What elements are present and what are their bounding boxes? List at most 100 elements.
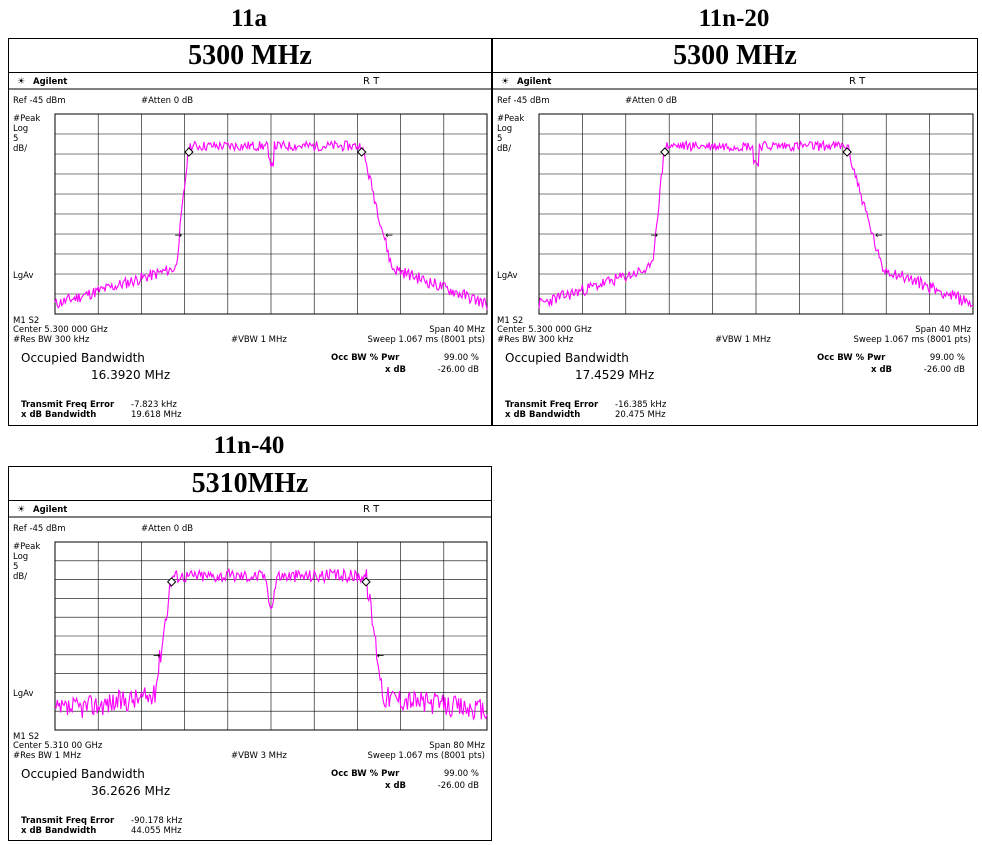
status-rt: R T: [363, 504, 380, 515]
sweep-time: Sweep 1.067 ms (8001 pts): [854, 335, 971, 345]
span: Span 40 MHz: [915, 325, 971, 335]
xdb-bandwidth-value: 19.618 MHz: [131, 410, 182, 420]
arrow-left-icon: ←: [875, 231, 883, 241]
mode-title-11n-40: 11n-40: [213, 432, 285, 459]
attenuation: #Atten 0 dB: [141, 524, 193, 534]
marker-status: M1 S2: [497, 316, 523, 326]
scale-value: 5: [13, 134, 18, 144]
occ-pct-value: 99.00 %: [444, 769, 479, 779]
scale-log: Log: [13, 552, 28, 562]
brand-label: Agilent: [517, 77, 551, 87]
spectrum-display: ☀ Agilent R T Ref -45 dBm #Atten 0 dB #PeakLo…: [9, 504, 491, 836]
agilent-logo-icon: ☀: [17, 77, 25, 87]
agilent-logo-icon: ☀: [501, 77, 509, 87]
panel-11a: 5300 MHz ☀ Agilent R T Ref -45 dBm #Atten 0 …: [8, 38, 492, 426]
occ-pct-label: Occ BW % Pwr: [331, 769, 400, 779]
marker-diamond: [166, 577, 177, 587]
brand-label: Agilent: [33, 77, 67, 87]
xdb-bandwidth-value: 44.055 MHz: [131, 826, 182, 836]
spectrum-display: ☀ Agilent R T Ref -45 dBm #Atten 0 dB #PeakLo…: [9, 76, 491, 420]
transmit-freq-error-value: -7.823 kHz: [131, 400, 177, 410]
xdb-label: x dB: [385, 365, 406, 375]
resolution-bandwidth: #Res BW 300 kHz: [13, 335, 90, 345]
transmit-freq-error-label: Transmit Freq Error: [21, 816, 115, 826]
scale-value: 5: [13, 562, 18, 572]
marker-diamond: [357, 147, 367, 157]
marker-diamond: [842, 147, 852, 157]
status-rt: R T: [849, 76, 866, 87]
brand-label: Agilent: [33, 505, 67, 515]
panel-frequency: 5310MHz: [9, 467, 491, 501]
scale-unit: dB/: [13, 572, 27, 582]
occ-pct-label: Occ BW % Pwr: [817, 353, 886, 363]
attenuation: #Atten 0 dB: [625, 96, 677, 106]
occ-pct-value: 99.00 %: [930, 353, 965, 363]
average-mode: LgAv: [13, 271, 33, 281]
average-mode: LgAv: [497, 271, 517, 281]
span: Span 80 MHz: [429, 741, 485, 751]
average-mode: LgAv: [13, 689, 33, 699]
xdb-value: -26.00 dB: [438, 781, 479, 791]
resolution-bandwidth: #Res BW 1 MHz: [13, 751, 81, 761]
mode-title-11n-20: 11n-20: [698, 5, 770, 32]
xdb-value: -26.00 dB: [438, 365, 479, 375]
xdb-bandwidth-label: x dB Bandwidth: [21, 826, 96, 836]
marker-status: M1 S2: [13, 732, 39, 742]
marker-diamond: [184, 147, 194, 157]
scale-log: Log: [497, 124, 512, 134]
trace-line: [54, 139, 488, 310]
sweep-time: Sweep 1.067 ms (8001 pts): [368, 751, 485, 761]
trace-line: [54, 567, 488, 721]
xdb-bandwidth-label: x dB Bandwidth: [21, 410, 96, 420]
scale-value: 5: [497, 134, 502, 144]
status-rt: R T: [363, 76, 380, 87]
trace-line: [538, 139, 974, 309]
ref-level: Ref -45 dBm: [13, 524, 66, 534]
detector-peak: #Peak: [13, 542, 40, 552]
occ-pct-value: 99.00 %: [444, 353, 479, 363]
resolution-bandwidth: #Res BW 300 kHz: [497, 335, 574, 345]
mode-title-11a: 11a: [230, 5, 268, 32]
arrow-left-icon: ←: [385, 231, 393, 241]
panel-11n-40: 5310MHz ☀ Agilent R T Ref -45 dBm #Atten 0 d…: [8, 466, 492, 841]
occupied-bandwidth-value: 16.3920 MHz: [91, 368, 170, 382]
center-frequency: Center 5.300 000 GHz: [497, 325, 592, 335]
transmit-freq-error-label: Transmit Freq Error: [21, 400, 115, 410]
transmit-freq-error-label: Transmit Freq Error: [505, 400, 599, 410]
xdb-bandwidth-value: 20.475 MHz: [615, 410, 666, 420]
center-frequency: Center 5.310 00 GHz: [13, 741, 103, 751]
panel-11n-20: 5300 MHz ☀ Agilent R T Ref -45 dBm #Atten 0 …: [492, 38, 978, 426]
ref-level: Ref -45 dBm: [13, 96, 66, 106]
occupied-bandwidth-label: Occupied Bandwidth: [505, 351, 629, 365]
xdb-value: -26.00 dB: [924, 365, 965, 375]
occupied-bandwidth-value: 17.4529 MHz: [575, 368, 654, 382]
scale-unit: dB/: [497, 144, 511, 154]
panel-frequency: 5300 MHz: [9, 39, 491, 73]
xdb-label: x dB: [385, 781, 406, 791]
occupied-bandwidth-label: Occupied Bandwidth: [21, 767, 145, 781]
analyzer-screenshot: ☀ Agilent R T Ref -45 dBm #Atten 0 dB #Peak Lo…: [9, 73, 491, 425]
scale-log: Log: [13, 124, 28, 134]
video-bandwidth: #VBW 1 MHz: [715, 335, 771, 345]
attenuation: #Atten 0 dB: [141, 96, 193, 106]
analyzer-screenshot: ☀ Agilent R T Ref -45 dBm #Atten 0 dB #Peak Lo…: [9, 501, 491, 840]
xdb-label: x dB: [871, 365, 892, 375]
transmit-freq-error-value: -16.385 kHz: [615, 400, 667, 410]
marker-status: M1 S2: [13, 316, 39, 326]
detector-peak: #Peak: [13, 114, 40, 124]
occ-pct-label: Occ BW % Pwr: [331, 353, 400, 363]
ref-level: Ref -45 dBm: [497, 96, 550, 106]
arrow-right-icon: →: [651, 231, 659, 241]
agilent-logo-icon: ☀: [17, 505, 25, 515]
spectrum-display: ☀ Agilent R T Ref -45 dBm #Atten 0 dB #PeakLo…: [493, 76, 977, 420]
panel-frequency: 5300 MHz: [493, 39, 977, 73]
arrow-right-icon: →: [175, 231, 183, 241]
span: Span 40 MHz: [429, 325, 485, 335]
video-bandwidth: #VBW 3 MHz: [231, 751, 287, 761]
arrow-right-icon: →: [153, 652, 161, 662]
xdb-bandwidth-label: x dB Bandwidth: [505, 410, 580, 420]
analyzer-screenshot: ☀ Agilent R T Ref -45 dBm #Atten 0 dB #Peak Lo…: [493, 73, 977, 425]
arrow-left-icon: ←: [377, 652, 385, 662]
sweep-time: Sweep 1.067 ms (8001 pts): [368, 335, 485, 345]
detector-peak: #Peak: [497, 114, 524, 124]
